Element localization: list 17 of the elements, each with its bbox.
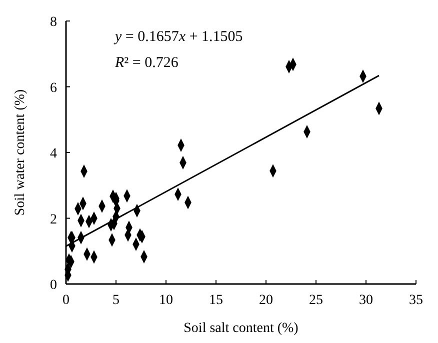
- annotation: y = 0.1657x + 1.1505: [113, 29, 243, 45]
- x-tick-label: 25: [309, 293, 323, 308]
- y-tick-label: 8: [50, 15, 57, 30]
- x-tick-label: 35: [409, 293, 423, 308]
- x-axis-title: Soil salt content (%): [184, 321, 299, 336]
- x-tick-label: 10: [159, 293, 173, 308]
- x-tick-label: 30: [359, 293, 373, 308]
- y-tick-label: 4: [50, 146, 57, 162]
- x-tick-label: 0: [62, 293, 70, 308]
- y-tick-label: 6: [50, 80, 57, 96]
- annotation: R² = 0.726: [114, 55, 179, 71]
- x-tick-label: 5: [112, 293, 120, 308]
- y-tick-label: 0: [50, 278, 57, 293]
- x-tick-label: 15: [209, 293, 223, 308]
- x-tick-label: 20: [259, 293, 273, 308]
- y-axis-title: Soil water content (%): [13, 88, 28, 216]
- y-tick-label: 2: [50, 212, 57, 228]
